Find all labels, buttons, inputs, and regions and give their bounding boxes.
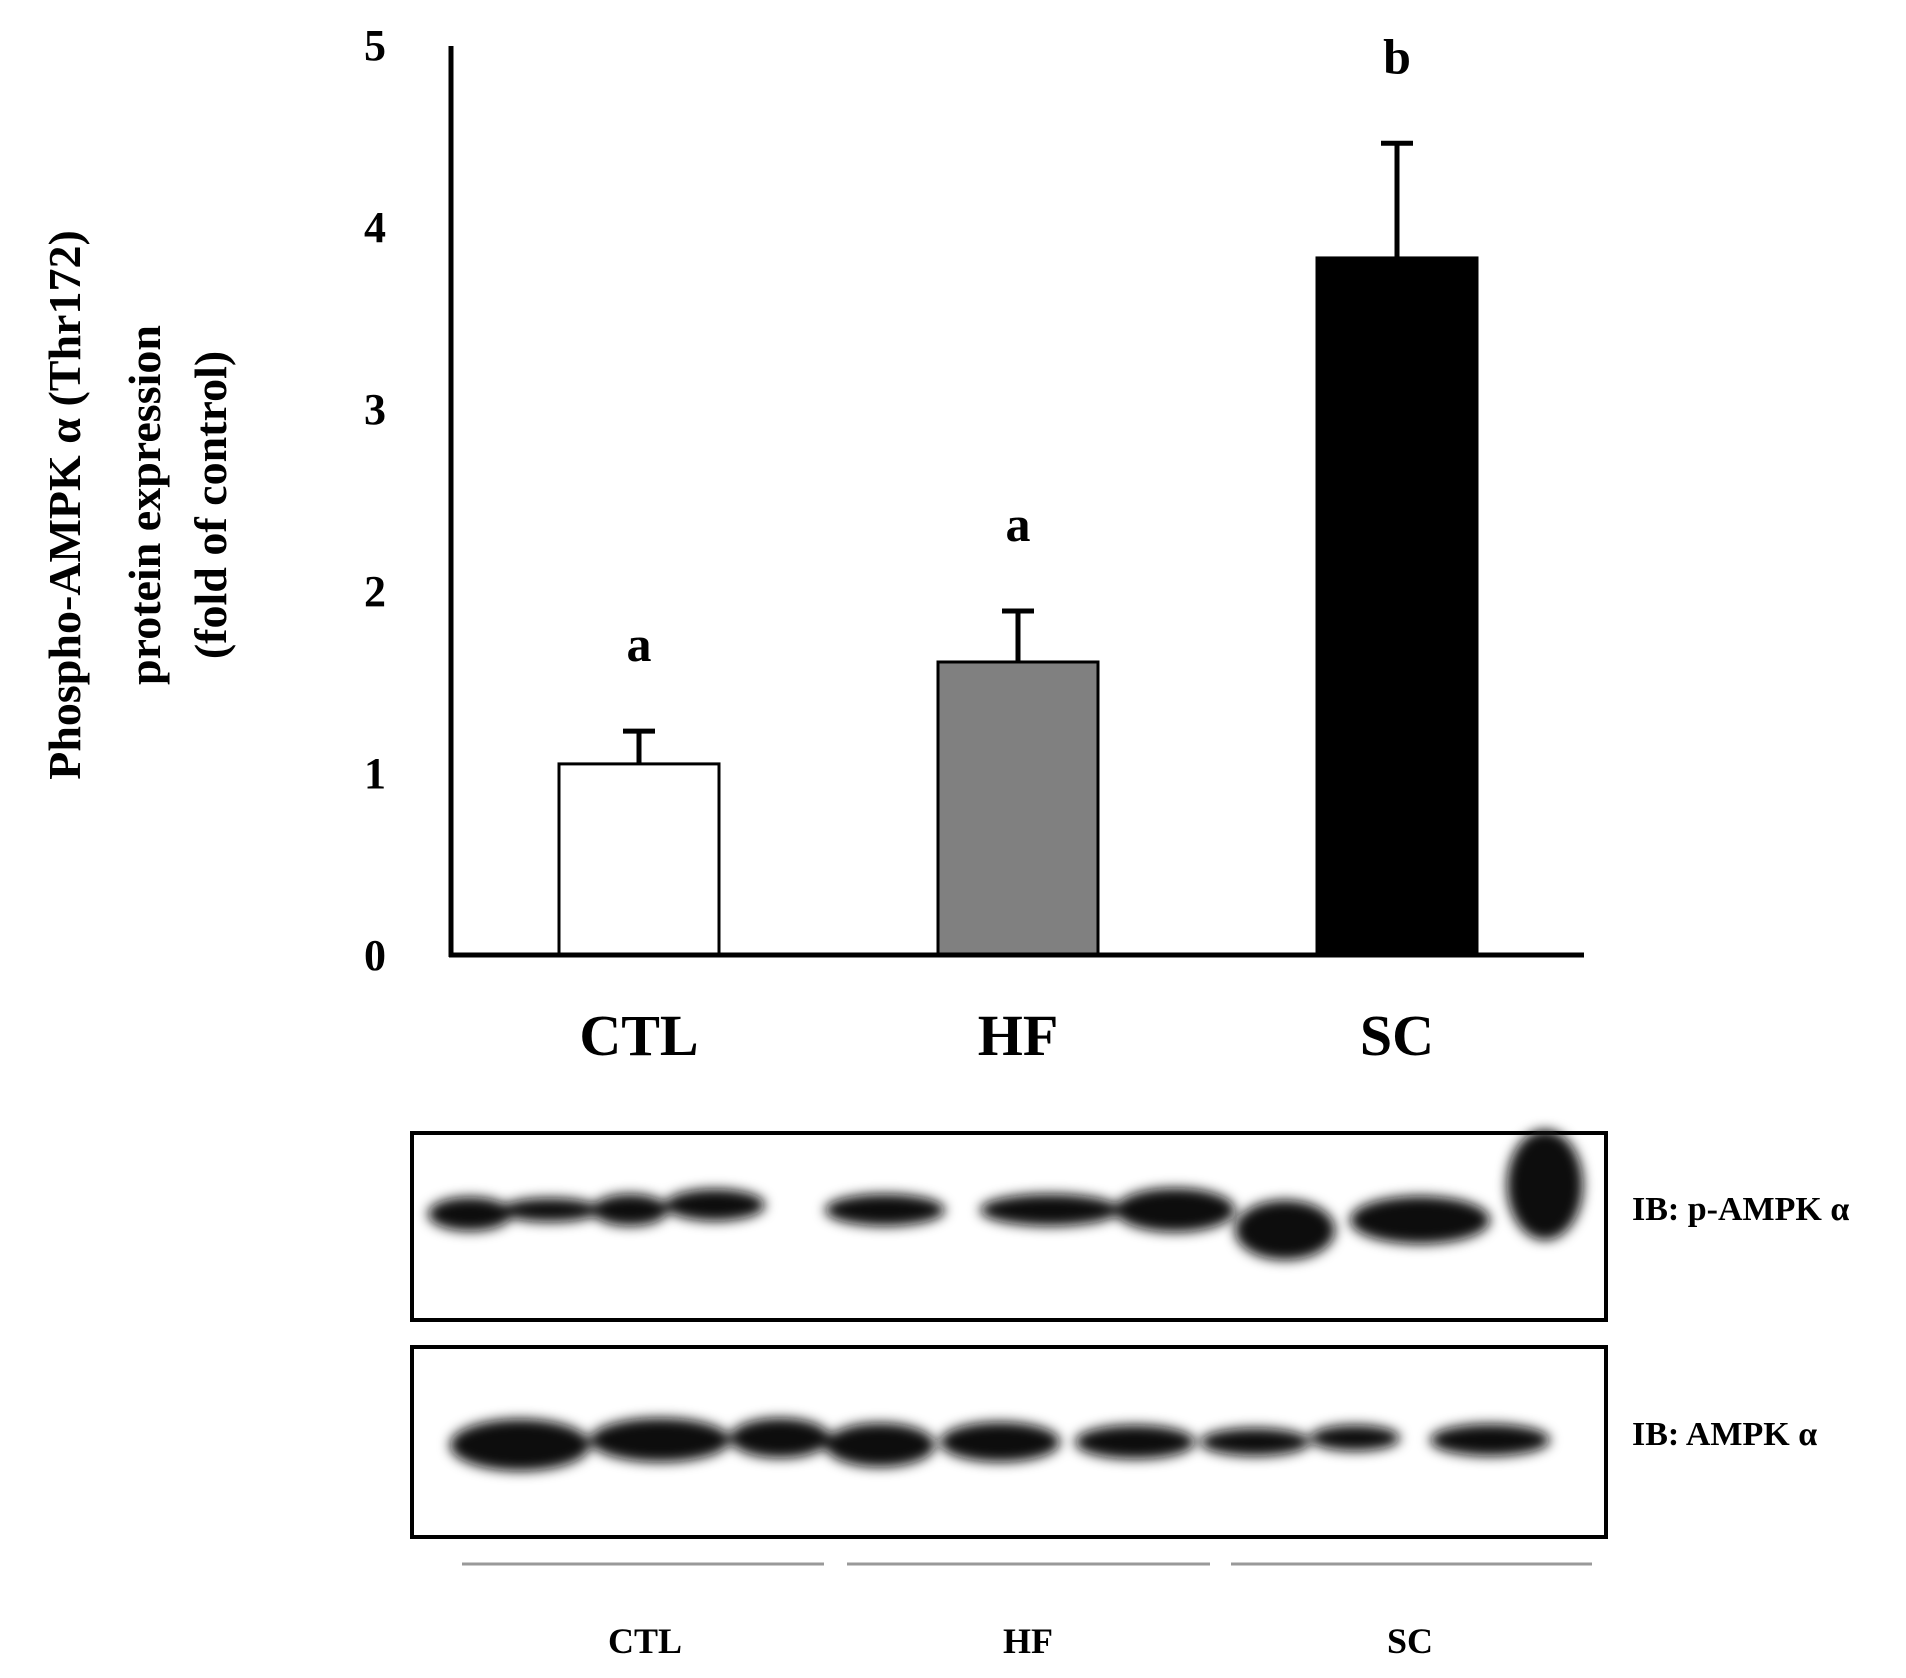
band-p-ampk [428, 1197, 512, 1231]
y-tick-label: 2 [364, 567, 386, 616]
bar-ctl [557, 762, 721, 957]
y-tick-label: 5 [364, 21, 386, 70]
significance-letter-hf: a [1006, 496, 1031, 552]
bar-chart: 0 1 2 3 4 5 a a b CTL HF SC [364, 21, 1584, 1068]
lane-groups: CTL HF SC [462, 1562, 1592, 1661]
band-ampk [450, 1419, 590, 1471]
band-p-ampk [1235, 1200, 1335, 1260]
x-tick-label-ctl: CTL [579, 1003, 698, 1068]
y-axis-title-line-3: (fold of control) [185, 351, 236, 659]
band-ampk [1310, 1425, 1400, 1451]
blot-label-p-ampk: IB: p-AMPK α [1632, 1191, 1849, 1228]
bar-sc [1315, 256, 1479, 957]
blot-label-ampk: IB: AMPK α [1632, 1416, 1817, 1453]
x-tick-labels: CTL HF SC [579, 1003, 1434, 1068]
significance-letter-sc: b [1383, 28, 1411, 84]
significance-letters: a a b [627, 28, 1411, 672]
bars [557, 256, 1479, 957]
band-p-ampk [665, 1189, 765, 1221]
lane-label-hf: HF [1003, 1621, 1053, 1661]
band-ampk [825, 1423, 935, 1467]
y-tick-label: 3 [364, 385, 386, 434]
band-p-ampk [980, 1194, 1120, 1226]
x-tick-label-sc: SC [1360, 1003, 1434, 1068]
band-ampk [590, 1418, 730, 1462]
y-ticks: 0 1 2 3 4 5 [364, 21, 386, 980]
lane-label-ctl: CTL [608, 1621, 682, 1661]
band-p-ampk [1115, 1188, 1235, 1232]
band-ampk [730, 1418, 830, 1458]
lane-label-sc: SC [1387, 1621, 1433, 1661]
band-ampk [940, 1422, 1060, 1462]
x-tick-label-hf: HF [978, 1003, 1059, 1068]
blot-panel-p-ampk: IB: p-AMPK α [410, 1130, 1849, 1322]
band-ampk [1200, 1428, 1310, 1456]
error-bars [623, 140, 1413, 764]
band-ampk [1075, 1425, 1195, 1459]
significance-letter-ctl: a [627, 616, 652, 672]
band-p-ampk [500, 1198, 600, 1222]
band-p-ampk [825, 1194, 945, 1226]
y-axis-title: Phospho-AMPK α (Thr172) protein expressi… [39, 230, 236, 780]
y-tick-label: 0 [364, 931, 386, 980]
band-p-ampk [592, 1194, 668, 1226]
band-ampk [1430, 1424, 1550, 1456]
y-tick-label: 1 [364, 749, 386, 798]
blot-panel-ampk: IB: AMPK α [410, 1345, 1817, 1539]
y-axis-title-line-2: protein expression [119, 325, 170, 685]
y-axis-title-line-1: Phospho-AMPK α (Thr172) [39, 230, 90, 780]
band-p-ampk [1507, 1130, 1583, 1240]
bar-hf [936, 660, 1100, 957]
y-tick-label: 4 [364, 203, 386, 252]
band-p-ampk [1350, 1196, 1490, 1244]
